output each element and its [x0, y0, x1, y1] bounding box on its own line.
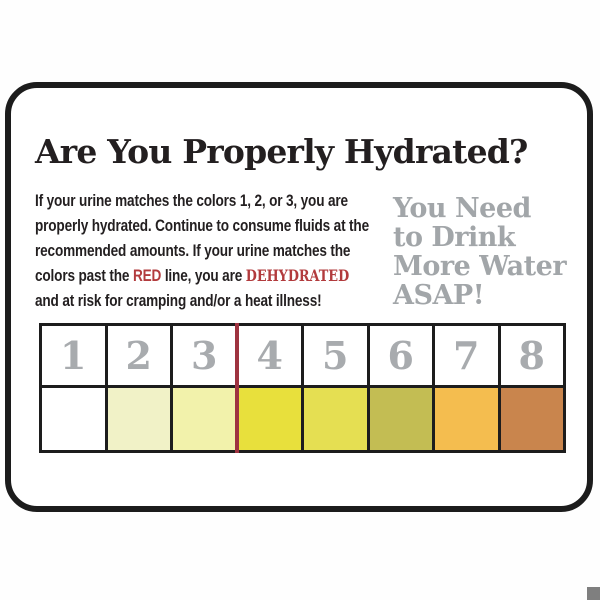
warning-line-2: to Drink	[393, 222, 516, 253]
chart-column: 2	[107, 326, 173, 450]
chart-number-cell: 1	[42, 326, 105, 388]
body-text-line: colors past the RED line, you are DEHYDR…	[35, 263, 349, 288]
chart-color-swatch	[500, 388, 563, 450]
chart-color-swatch	[369, 388, 432, 450]
chart-column: 8	[500, 326, 563, 450]
page-title: Are You Properly Hydrated?	[35, 132, 528, 171]
chart-number-cell: 4	[238, 326, 301, 388]
warning-text: You Need to Drink More Water ASAP!	[393, 194, 583, 310]
body-text: If your urine matches the colors 1, 2, o…	[35, 188, 395, 313]
chart-number-cell: 5	[304, 326, 367, 388]
warning-line-1: You Need	[393, 193, 531, 224]
chart-number-cell: 2	[107, 326, 170, 388]
chart-color-swatch	[173, 388, 236, 450]
warning-line-3: More Water	[393, 251, 567, 282]
body-text-segment: recommended amounts. If your urine match…	[35, 241, 351, 260]
chart-color-swatch	[238, 388, 301, 450]
hydration-sign-panel: Are You Properly Hydrated? If your urine…	[5, 82, 593, 512]
body-text-line: If your urine matches the colors 1, 2, o…	[35, 188, 348, 213]
corner-gray-square	[587, 587, 600, 600]
chart-column: 5	[304, 326, 370, 450]
body-text-line: and at risk for cramping and/or a heat i…	[35, 288, 323, 313]
red-threshold-line	[235, 323, 240, 453]
chart-column: 1	[42, 326, 108, 450]
body-text-segment: RED	[132, 266, 162, 285]
chart-column: 7	[435, 326, 501, 450]
body-text-line: recommended amounts. If your urine match…	[35, 238, 350, 263]
body-text-segment: and at risk for cramping and/or a heat i…	[35, 291, 322, 310]
chart-number-cell: 7	[435, 326, 498, 388]
chart-number-cell: 6	[369, 326, 432, 388]
body-text-segment: DEHYDRATED	[245, 266, 350, 285]
body-text-line: properly hydrated. Continue to consume f…	[35, 213, 369, 238]
chart-color-swatch	[42, 388, 105, 450]
body-text-segment: If your urine matches the colors 1, 2, o…	[35, 191, 348, 210]
chart-color-swatch	[304, 388, 367, 450]
warning-line-4: ASAP!	[393, 280, 485, 311]
chart-color-swatch	[107, 388, 170, 450]
body-text-segment: line, you are	[161, 266, 246, 285]
body-text-segment: colors past the	[35, 266, 133, 285]
chart-number-cell: 8	[500, 326, 563, 388]
chart-column: 3	[173, 326, 239, 450]
chart-column: 4	[238, 326, 304, 450]
chart-color-swatch	[435, 388, 498, 450]
chart-column: 6	[369, 326, 435, 450]
chart-number-cell: 3	[173, 326, 236, 388]
body-text-segment: properly hydrated. Continue to consume f…	[35, 216, 369, 235]
